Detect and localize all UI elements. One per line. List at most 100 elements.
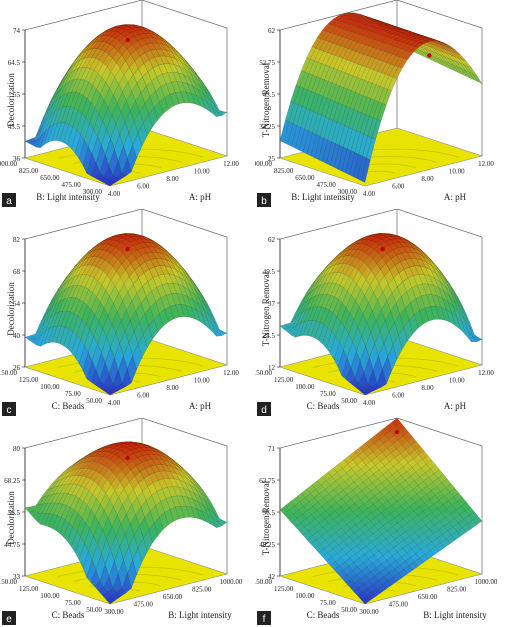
y-tick-label: 125.00: [19, 376, 39, 384]
y-tick-label: 650.00: [40, 174, 60, 182]
z-tick-label: 71: [268, 445, 276, 453]
y-axis-label: C: Beads: [307, 610, 340, 620]
z-tick-label: 56.5: [263, 509, 276, 517]
y-tick-label: 300.00: [83, 188, 103, 196]
z-tick-label: 54: [13, 300, 21, 308]
x-tick-label: 650.00: [418, 593, 438, 601]
z-tick-label: 43.5: [263, 91, 276, 99]
y-tick-label: 150.00: [0, 369, 18, 377]
z-tick-label: 26: [13, 364, 21, 372]
x-tick-label: 825.00: [447, 586, 467, 594]
panel-letter-badge: [257, 193, 271, 207]
z-axis-label: T-Nitrogen Removal: [261, 62, 271, 137]
y-tick-label: 300.00: [338, 188, 358, 196]
z-tick-label: 49.5: [263, 268, 276, 276]
y-tick-label: 50.00: [86, 606, 102, 614]
x-tick-label: 10.00: [194, 377, 210, 385]
x-tick-label: 475.00: [134, 601, 154, 609]
y-axis-label: C: Beads: [52, 401, 85, 411]
response-surface: [279, 233, 483, 396]
x-tick-label: 10.00: [449, 168, 465, 176]
y-tick-label: 75.00: [320, 390, 336, 398]
x-tick-label: 8.00: [166, 175, 179, 183]
y-tick-label: 125.00: [274, 585, 294, 593]
chart-panel-f: 71 63.75 56.5 49.25 42 300.00 475.00 650.00 825.…: [255, 418, 498, 625]
panel-letter: e: [6, 614, 12, 625]
y-tick-label: 825.00: [19, 167, 39, 175]
z-axis-label: Decolorization: [6, 73, 16, 127]
chart-panel-b: 62 52.75 43.5 34.25 25 4.00 6.00 8.00 10.00 12.00…: [255, 0, 494, 207]
response-surface: [279, 418, 483, 605]
x-tick-label: 6.00: [392, 392, 405, 400]
x-tick-label: 825.00: [192, 586, 212, 594]
z-tick-label: 49.25: [259, 541, 275, 549]
panel-letter-badge: [2, 611, 16, 625]
z-tick-label: 56.5: [8, 509, 21, 517]
x-tick-label: 6.00: [392, 183, 405, 191]
response-surface: [279, 12, 483, 183]
panel-letter: c: [7, 405, 12, 416]
design-point: [394, 429, 400, 435]
z-tick-label: 25: [268, 155, 276, 163]
x-axis-label: A: pH: [444, 401, 467, 411]
x-tick-label: 12.00: [478, 369, 494, 377]
panel-letter: a: [6, 196, 12, 207]
x-axis-label: A: pH: [189, 401, 212, 411]
x-tick-label: 300.00: [359, 608, 379, 616]
x-tick-label: 4.00: [363, 399, 376, 407]
design-point: [125, 37, 130, 43]
panel-letter-badge: [257, 402, 271, 416]
panel-letter: f: [263, 614, 266, 625]
design-point: [125, 246, 130, 252]
z-tick-label: 12: [268, 364, 276, 372]
z-tick-label: 37: [268, 300, 276, 308]
y-axis-label: C: Beads: [307, 401, 340, 411]
y-tick-label: 50.00: [341, 606, 357, 614]
z-tick-label: 74: [13, 27, 21, 35]
y-tick-label: 75.00: [65, 390, 81, 398]
z-tick-label: 62: [268, 236, 276, 244]
x-tick-label: 650.00: [163, 593, 183, 601]
z-tick-label: 52.75: [259, 59, 275, 67]
y-axis-label: C: Beads: [52, 610, 85, 620]
panel-letter-badge: [2, 402, 16, 416]
y-tick-label: 650.00: [295, 174, 315, 182]
x-tick-label: 8.00: [421, 384, 434, 392]
z-tick-label: 80: [13, 445, 21, 453]
z-tick-label: 40: [13, 332, 21, 340]
x-tick-label: 475.00: [389, 601, 409, 609]
y-tick-label: 1000.00: [0, 160, 18, 168]
y-tick-label: 150.00: [0, 578, 18, 586]
y-axis-label: B: Light intensity: [291, 192, 355, 202]
z-tick-label: 45.5: [8, 123, 21, 131]
chart-panel-d: 62 49.5 37 24.5 12 4.00 6.00 8.00 10.00 12.00 50.0…: [255, 209, 494, 416]
z-tick-label: 34.25: [259, 123, 275, 131]
z-tick-label: 42: [268, 573, 276, 581]
x-tick-label: 8.00: [421, 175, 434, 183]
z-axis-label: Decolorization: [6, 282, 16, 336]
x-axis-label: A: pH: [189, 192, 212, 202]
chart-panel-e: 80 68.25 56.5 44.75 33 300.00 475.00 650.00 825.…: [0, 418, 243, 625]
design-point: [125, 455, 130, 461]
y-tick-label: 125.00: [274, 376, 294, 384]
x-tick-label: 8.00: [166, 384, 179, 392]
x-tick-label: 4.00: [363, 190, 376, 198]
panel-letter-badge: [257, 611, 271, 625]
response-surface: [24, 24, 228, 187]
x-tick-label: 10.00: [449, 377, 465, 385]
panel-letter-badge: [2, 193, 16, 207]
y-tick-label: 75.00: [320, 599, 336, 607]
y-tick-label: 475.00: [62, 181, 82, 189]
x-tick-label: 4.00: [108, 190, 121, 198]
y-tick-label: 100.00: [295, 592, 315, 600]
x-tick-label: 10.00: [194, 168, 210, 176]
y-tick-label: 150.00: [255, 578, 273, 586]
y-tick-label: 825.00: [274, 167, 294, 175]
x-tick-label: 12.00: [478, 160, 494, 168]
y-tick-label: 50.00: [86, 397, 102, 405]
z-tick-label: 64.5: [8, 59, 21, 67]
panel-letter: d: [261, 405, 267, 416]
y-tick-label: 100.00: [40, 383, 60, 391]
x-tick-label: 1000.00: [220, 578, 243, 586]
